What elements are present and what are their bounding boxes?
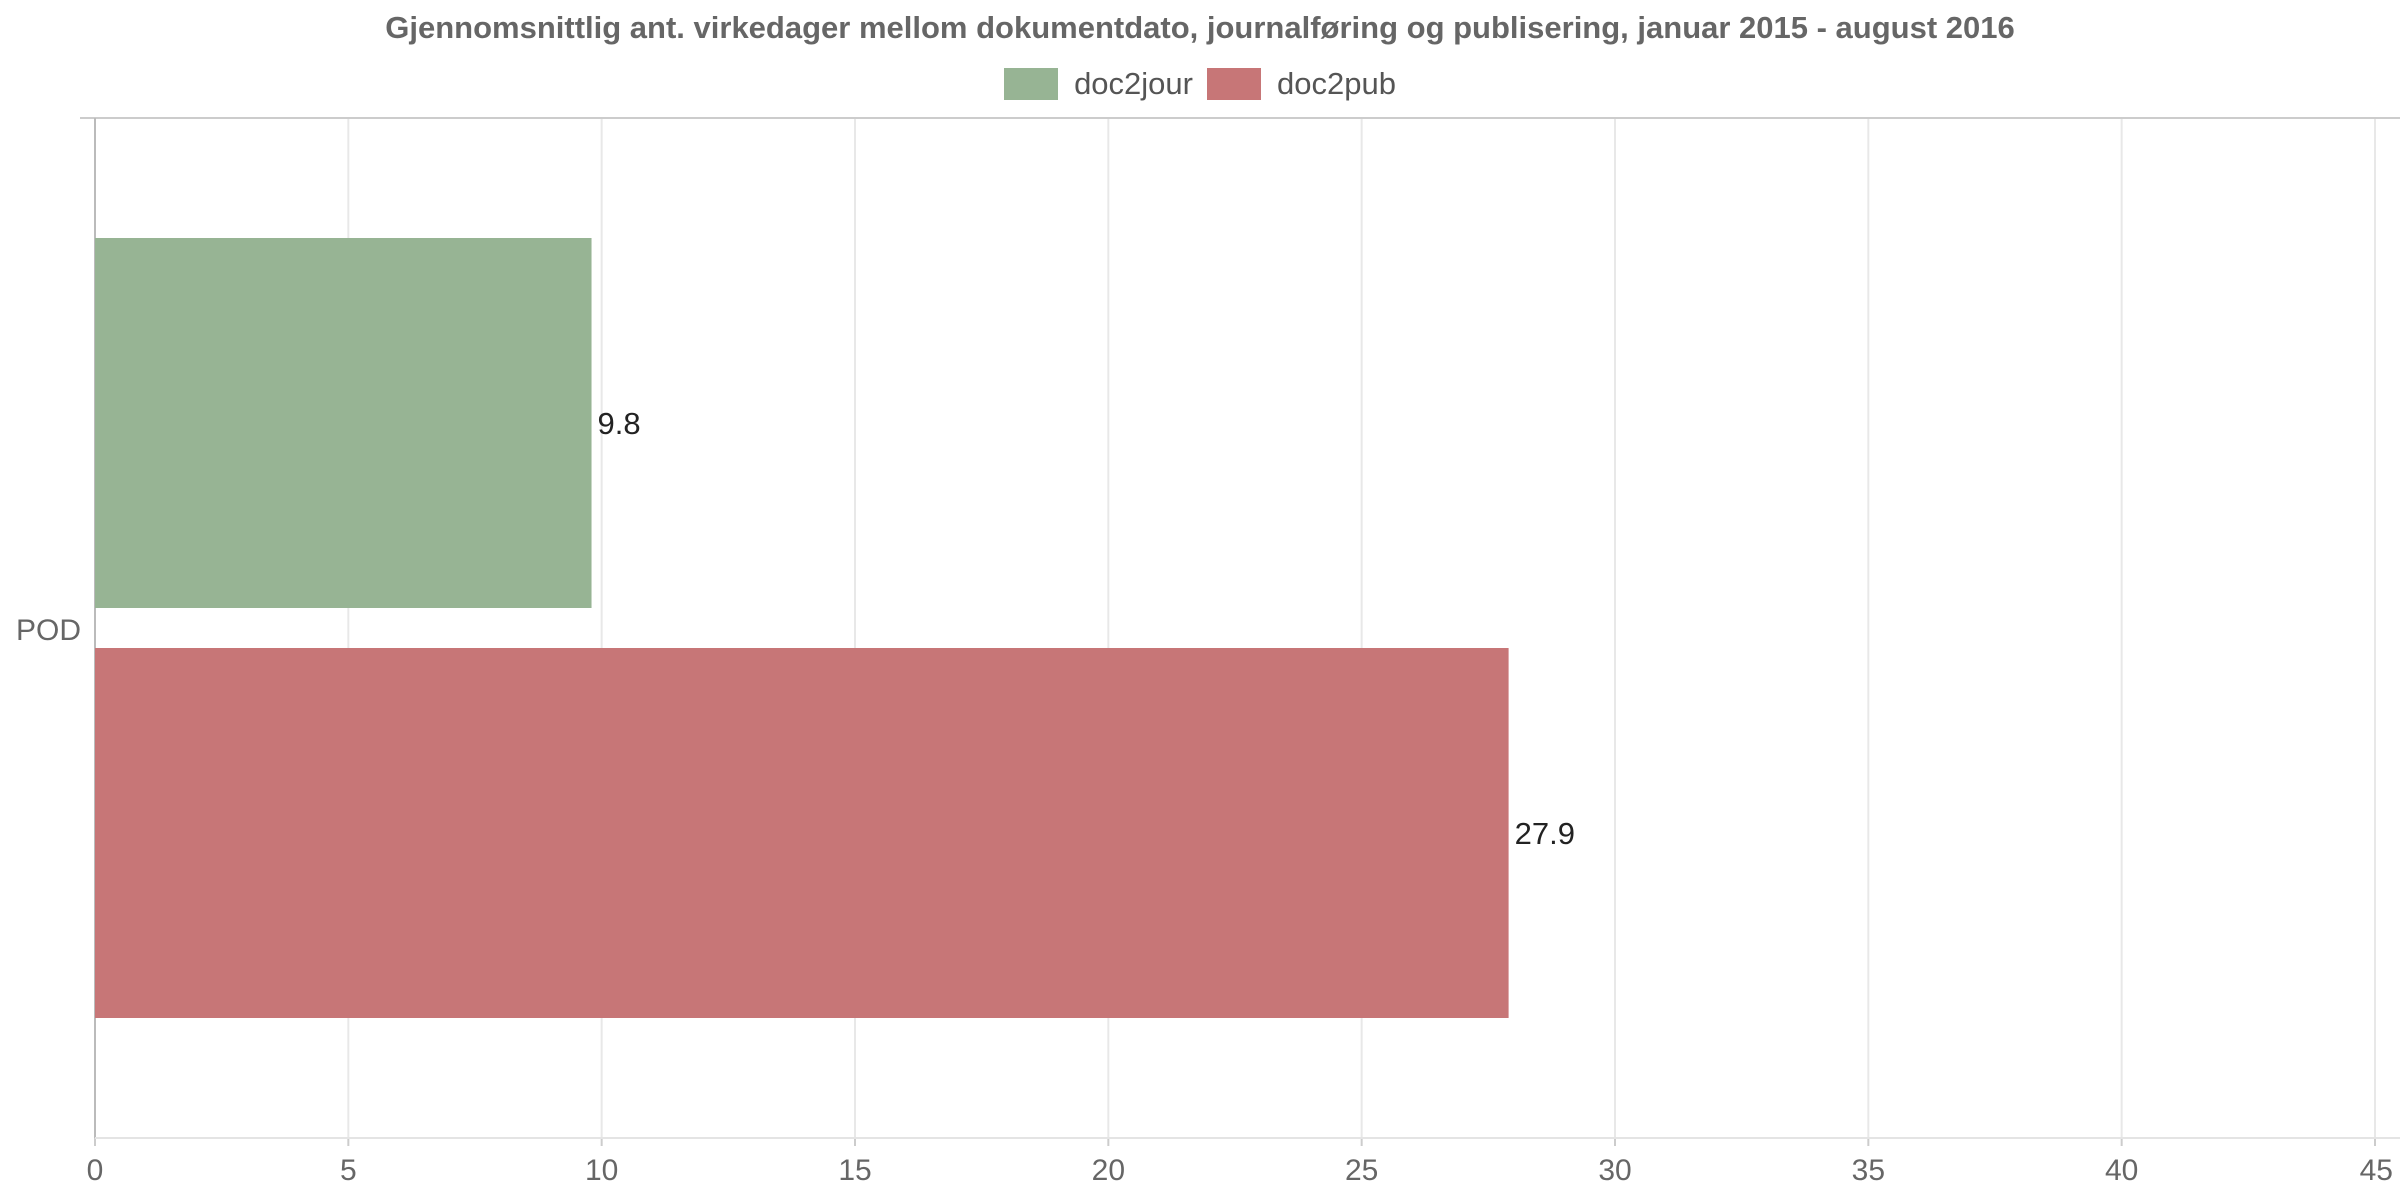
- x-tick-label-10: 10: [585, 1154, 618, 1187]
- legend-swatch-doc2jour: [1004, 68, 1059, 100]
- labels: 0 5 10 15 20 25 30 35 40 45 9.8 27.9 POD: [16, 406, 2393, 1187]
- bar-doc2jour: [95, 238, 592, 608]
- legend-item-doc2jour[interactable]: doc2jour: [1004, 66, 1193, 102]
- legend-item-doc2pub[interactable]: doc2pub: [1206, 66, 1396, 102]
- grid-lines: [347, 118, 2376, 1138]
- bar-doc2pub: [95, 648, 1509, 1018]
- x-tick-label-20: 20: [1092, 1154, 1125, 1187]
- x-tick-label-40: 40: [2105, 1154, 2138, 1187]
- x-tick-label-45: 45: [2360, 1154, 2393, 1187]
- x-tick-label-35: 35: [1852, 1154, 1885, 1187]
- bars: [95, 238, 1509, 1018]
- x-tick-label-30: 30: [1598, 1154, 1631, 1187]
- legend-label-doc2pub: doc2pub: [1276, 66, 1396, 101]
- x-tick-label-25: 25: [1345, 1154, 1378, 1187]
- legend: doc2jour doc2pub: [0, 66, 2400, 102]
- data-label-doc2pub: 27.9: [1515, 816, 1575, 851]
- legend-swatch-doc2pub: [1206, 68, 1261, 100]
- x-tick-label-5: 5: [340, 1154, 357, 1187]
- data-label-doc2jour: 9.8: [598, 406, 641, 441]
- x-tick-label-15: 15: [838, 1154, 871, 1187]
- legend-label-doc2jour: doc2jour: [1074, 66, 1193, 101]
- category-label-POD: POD: [16, 614, 81, 647]
- x-tick-label-0: 0: [87, 1154, 104, 1187]
- chart-title: Gjennomsnittlig ant. virkedager mellom d…: [385, 10, 2015, 45]
